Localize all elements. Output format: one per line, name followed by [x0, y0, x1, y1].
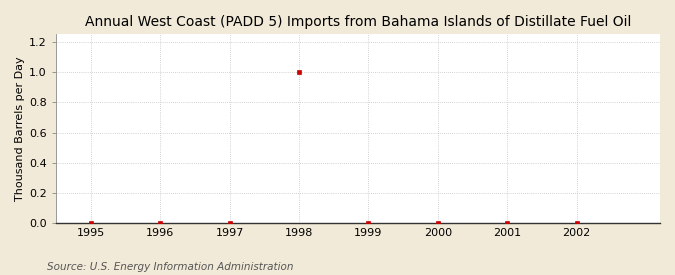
Title: Annual West Coast (PADD 5) Imports from Bahama Islands of Distillate Fuel Oil: Annual West Coast (PADD 5) Imports from … — [85, 15, 631, 29]
Text: Source: U.S. Energy Information Administration: Source: U.S. Energy Information Administ… — [47, 262, 294, 272]
Y-axis label: Thousand Barrels per Day: Thousand Barrels per Day — [15, 56, 25, 201]
